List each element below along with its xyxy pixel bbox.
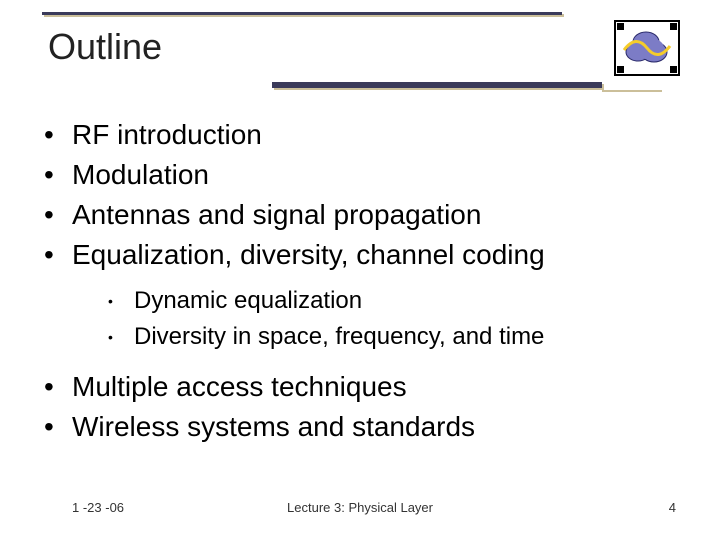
- footer-page-number: 4: [669, 500, 676, 515]
- sub-list-item-label: Dynamic equalization: [134, 284, 362, 318]
- bullet-icon: •: [44, 116, 72, 154]
- list-item: •Wireless systems and standards: [44, 408, 680, 446]
- list-item-label: Multiple access techniques: [72, 368, 407, 406]
- bullet-list: •RF introduction•Modulation•Antennas and…: [44, 116, 680, 446]
- mid-rule-shadow-tail: [602, 90, 662, 92]
- top-rule: [42, 12, 562, 15]
- page-title: Outline: [48, 26, 162, 68]
- list-item-label: Antennas and signal propagation: [72, 196, 481, 234]
- sub-list-item: •Diversity in space, frequency, and time: [44, 320, 680, 354]
- bullet-icon: •: [44, 368, 72, 406]
- list-item: •Equalization, diversity, channel coding: [44, 236, 680, 274]
- bullet-icon: •: [44, 196, 72, 234]
- slide-logo: [614, 20, 680, 76]
- list-item: •RF introduction: [44, 116, 680, 154]
- content-area: •RF introduction•Modulation•Antennas and…: [44, 116, 680, 450]
- footer-title: Lecture 3: Physical Layer: [0, 500, 720, 515]
- footer: 1 -23 -06 Lecture 3: Physical Layer 4: [0, 500, 720, 518]
- cloud-wave-icon: [616, 22, 678, 74]
- list-item-label: Modulation: [72, 156, 209, 194]
- mid-rule: [272, 82, 602, 88]
- bullet-icon: •: [44, 156, 72, 194]
- list-item-label: RF introduction: [72, 116, 262, 154]
- list-item: •Multiple access techniques: [44, 368, 680, 406]
- list-item: •Antennas and signal propagation: [44, 196, 680, 234]
- list-item-label: Equalization, diversity, channel coding: [72, 236, 545, 274]
- sub-bullet-list: •Dynamic equalization•Diversity in space…: [44, 284, 680, 354]
- list-item-label: Wireless systems and standards: [72, 408, 475, 446]
- bullet-icon: •: [108, 284, 134, 318]
- sub-list-item: •Dynamic equalization: [44, 284, 680, 318]
- bullet-icon: •: [44, 408, 72, 446]
- bullet-icon: •: [44, 236, 72, 274]
- sub-list-item-label: Diversity in space, frequency, and time: [134, 320, 544, 354]
- bullet-icon: •: [108, 320, 134, 354]
- list-item: •Modulation: [44, 156, 680, 194]
